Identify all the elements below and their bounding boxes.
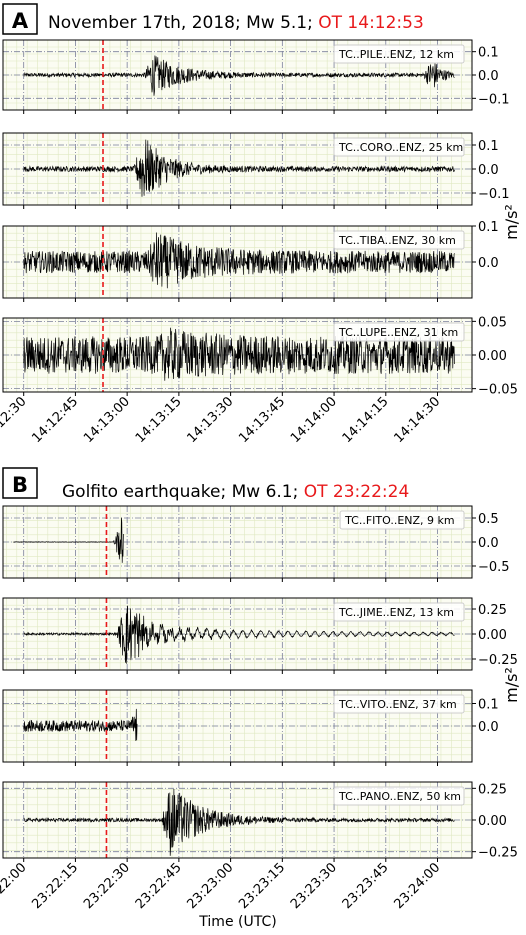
station-legend-box [333,322,465,342]
panel-b-title: Golfito earthquake; Mw 6.1; OT 23:22:24 [62,482,409,502]
panel-a-letter: A [12,9,29,33]
y-tick-label: 0.00 [478,349,507,364]
panel-a-title-text: November 17th, 2018; Mw 5.1; [48,13,318,33]
subplot-frame [2,597,473,671]
station-legend-label: TC..PANO..ENZ, 50 km [338,790,461,803]
seismogram-trace [23,327,455,381]
subplot-pano: 0.25 0.00 −0.25 TC..PANO..ENZ, 50 km [2,781,518,862]
y-tick-label: 0.1 [478,46,499,61]
station-legend-box [333,694,465,714]
y-tick-label: 0.1 [478,698,499,713]
seismogram-trace [23,788,455,856]
subplot-tiba: 0.1 0.0 TC..TIBA..ENZ, 30 km [2,220,499,302]
station-legend-label: TC..VITO..ENZ, 37 km [338,698,457,711]
x-tick-label: 14:12:30 [0,394,30,446]
panel-a-letter-box [2,3,38,35]
subplot-frame [2,505,473,579]
y-tick-label: 0.00 [478,814,507,829]
subplot-frame [2,317,473,393]
plot-area: 0.1 0.0 −0.1 TC..PILE..ENZ, 12 km 0.1 0.0 −0.1… [0,39,518,912]
station-legend-label: TC..JIME..ENZ, 13 km [338,606,454,619]
panel-b-header: B Golfito earthquake; Mw 6.1; OT 23:22:2… [2,467,409,502]
y-tick-label: 0.05 [478,315,507,330]
y-tick-label: −0.05 [478,383,518,398]
panel-a-origin-time: OT 14:12:53 [318,13,424,33]
y-tick-label: 0.5 [478,512,499,527]
x-tick-label: 14:14:00 [288,394,340,446]
y-tick-label: −0.1 [478,92,510,107]
station-legend-box [333,44,465,64]
station-legend-label: TC..CORO..ENZ, 25 km [338,141,463,154]
panel-a-header: A November 17th, 2018; Mw 5.1; OT 14:12:… [2,3,424,35]
x-tick-label: 14:14:30 [391,394,443,446]
seismogram-trace [23,605,455,664]
y-tick-label: 0.0 [478,256,499,271]
station-legend-box [333,602,465,622]
x-tick-label: 23:23:00 [185,860,237,912]
x-axis-title: Time (UTC) [198,914,276,930]
x-tick-label: 23:22:45 [133,860,185,912]
y-tick-label: 0.0 [478,720,499,735]
y-tick-label: 0.25 [478,782,507,797]
x-tick-label: 14:13:00 [81,394,133,446]
panel-b-letter-box [2,467,38,499]
seismogram-trace [23,139,455,197]
subplot-frame [2,781,473,859]
y-tick-label: −0.25 [478,653,518,668]
station-legend-box [333,137,465,157]
x-tick-label: 23:22:00 [0,860,30,912]
station-legend-label: TC..FITO..ENZ, 9 km [344,514,455,527]
x-tick-label: 23:23:15 [236,860,288,912]
subplot-jime: 0.25 0.00 −0.25 TC..JIME..ENZ, 13 km [2,597,518,674]
y-tick-label: 0.1 [478,139,499,154]
panel-a-title: November 17th, 2018; Mw 5.1; OT 14:12:53 [48,13,424,33]
y-tick-label: 0.0 [478,69,499,84]
seismogram-trace [23,55,455,96]
y-tick-label: 0.0 [478,536,499,551]
x-tick-label: 23:23:45 [340,860,392,912]
panel-b-origin-time: OT 23:22:24 [304,482,410,502]
subplot-frame [2,689,473,763]
y-tick-label: −0.1 [478,187,510,202]
x-tick-label: 14:13:15 [133,394,185,446]
y-tick-label: −0.5 [478,560,510,575]
y-tick-label: −0.25 [478,846,518,861]
x-tick-label: 14:13:30 [185,394,237,446]
subplot-lupe: 0.05 0.00 −0.05 TC..LUPE..ENZ, 31 km [2,315,518,398]
subplot-coro: 0.1 0.0 −0.1 TC..CORO..ENZ, 25 km [2,132,510,209]
station-legend-box [339,510,465,530]
y-tick-label: 0.0 [478,163,499,178]
x-tick-label: 23:22:15 [29,860,81,912]
y-tick-label: 0.1 [478,220,499,235]
x-tick-label: 23:22:30 [81,860,133,912]
subplot-frame [2,39,473,111]
station-legend-label: TC..PILE..ENZ, 12 km [338,48,454,61]
seismogram-trace [23,708,138,741]
y-tick-label: 0.00 [478,628,507,643]
station-legend-label: TC..TIBA..ENZ, 30 km [338,234,456,247]
seismogram-trace [23,232,455,289]
station-legend-box [333,786,465,806]
x-tick-label: 14:12:45 [29,394,81,446]
seismogram-trace [13,517,124,563]
x-tick-label: 14:13:45 [236,394,288,446]
x-tick-label: 23:23:30 [288,860,340,912]
y-tick-label: 0.25 [478,603,507,618]
station-legend-label: TC..LUPE..ENZ, 31 km [338,326,458,339]
subplot-frame [2,132,473,206]
x-tick-label: 23:24:00 [391,860,443,912]
panel-b-letter: B [12,473,28,497]
subplot-vito: 0.1 0.0 TC..VITO..ENZ, 37 km [2,689,499,766]
subplot-pile: 0.1 0.0 −0.1 TC..PILE..ENZ, 12 km [2,39,510,114]
station-legend-box [333,230,465,250]
panel-b-title-text: Golfito earthquake; Mw 6.1; [62,482,304,502]
panel-a-y-unit-label: m/s² [502,204,521,240]
subplot-frame [2,225,473,299]
x-tick-label: 14:14:15 [340,394,392,446]
subplot-fito: 0.5 0.0 −0.5 TC..FITO..ENZ, 9 km [2,505,510,582]
panel-b-y-unit-label: m/s² [502,667,521,703]
